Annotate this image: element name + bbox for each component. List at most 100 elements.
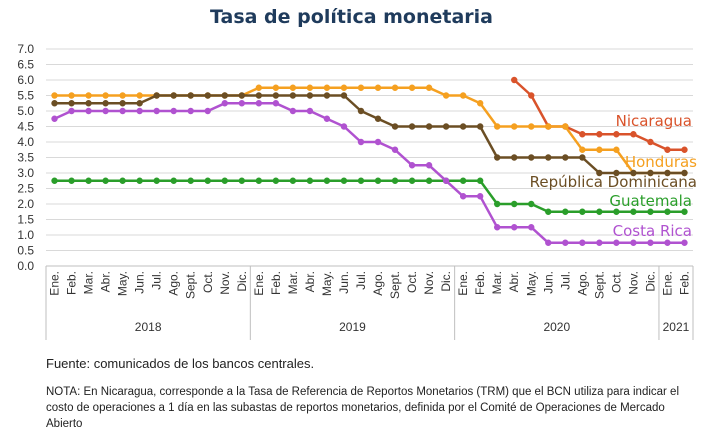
data-point [238,100,246,107]
data-point [511,200,518,208]
data-point [119,92,126,99]
data-point [187,107,194,115]
data-point [289,107,297,115]
x-tick-label: May. [116,271,130,296]
data-point [459,193,467,200]
data-point [374,115,382,122]
series-line-honduras [54,86,685,175]
x-tick-label: Feb. [269,271,283,295]
data-point [511,123,518,130]
x-tick-label: Feb. [677,271,691,295]
data-point [613,169,620,177]
data-point [136,92,143,99]
data-point [102,92,109,99]
x-tick-label: Dic. [439,271,453,292]
y-tick-label: 2.0 [17,197,34,211]
data-point [630,239,637,246]
data-point [340,123,348,130]
data-point [579,154,586,161]
data-point [323,84,331,91]
data-point [681,239,688,246]
data-point [528,92,535,99]
x-tick-label: Sept. [592,271,606,299]
x-tick-label: Mar. [82,271,96,294]
data-point [357,177,365,184]
data-point [408,177,416,184]
x-tick-label: Jul. [354,271,368,290]
data-point [528,123,535,130]
data-point [289,92,297,99]
data-point [664,208,671,215]
x-tick-label: Jun. [133,271,147,294]
data-point [391,123,399,130]
data-point [562,123,569,130]
data-point [613,239,620,246]
x-tick-label: Dic. [643,271,657,292]
x-tick-label: Jun. [541,271,555,294]
data-point [476,123,484,130]
x-tick-label: Abr. [99,271,113,292]
data-point [596,208,603,215]
data-point [442,92,450,99]
year-label: 2018 [135,320,162,334]
data-point [562,208,569,215]
y-tick-label: 4.0 [17,135,34,149]
data-point [630,208,637,215]
data-point [306,92,314,99]
data-point [306,177,314,184]
data-point [153,92,160,99]
data-point [681,169,688,177]
data-point [630,131,637,138]
data-point [68,177,75,184]
x-tick-label: Feb. [65,271,79,295]
data-point [511,154,518,161]
data-point [85,107,92,115]
data-point [493,154,501,161]
x-tick-label: Oct. [405,271,419,293]
data-point [442,177,450,184]
data-point [51,115,58,122]
x-tick-label: May. [524,271,538,296]
x-tick-label: Jun. [337,271,351,294]
x-tick-label: Ene. [660,271,674,296]
data-point [596,239,603,246]
series-label: República Dominicana [530,173,697,191]
x-tick-label: Oct. [609,271,623,293]
data-point [528,154,535,161]
data-point [357,84,365,91]
data-point [119,100,126,107]
data-point [613,208,620,215]
data-point [579,208,586,215]
y-tick-label: 5.5 [17,89,34,103]
y-tick-label: 4.5 [17,120,34,134]
y-tick-label: 0.5 [17,244,34,258]
x-tick-label: Nov. [422,271,436,295]
data-point [442,123,450,130]
y-tick-label: 7.0 [17,42,34,56]
x-tick-label: Ago. [371,271,385,296]
data-point [647,239,654,246]
x-tick-label: Jul. [558,271,572,290]
x-tick-label: Abr. [303,271,317,292]
data-point [528,224,535,231]
data-point [545,123,552,130]
data-point [187,92,194,99]
data-point [306,84,314,91]
x-tick-label: Nov. [218,271,232,295]
data-point [374,138,382,146]
y-tick-label: 6.5 [17,58,34,72]
data-point [255,92,263,99]
data-point [681,208,688,215]
footnote: NOTA: En Nicaragua, corresponde a la Tas… [46,386,680,430]
data-point [476,177,484,184]
data-point [562,239,569,246]
data-point [493,123,501,130]
data-point [255,177,263,184]
series-label: Honduras [625,153,697,171]
data-point [85,92,92,99]
data-point [221,100,228,107]
data-point [630,169,637,177]
y-tick-label: 3.5 [17,151,34,165]
data-point [664,239,671,246]
data-point [596,169,603,177]
